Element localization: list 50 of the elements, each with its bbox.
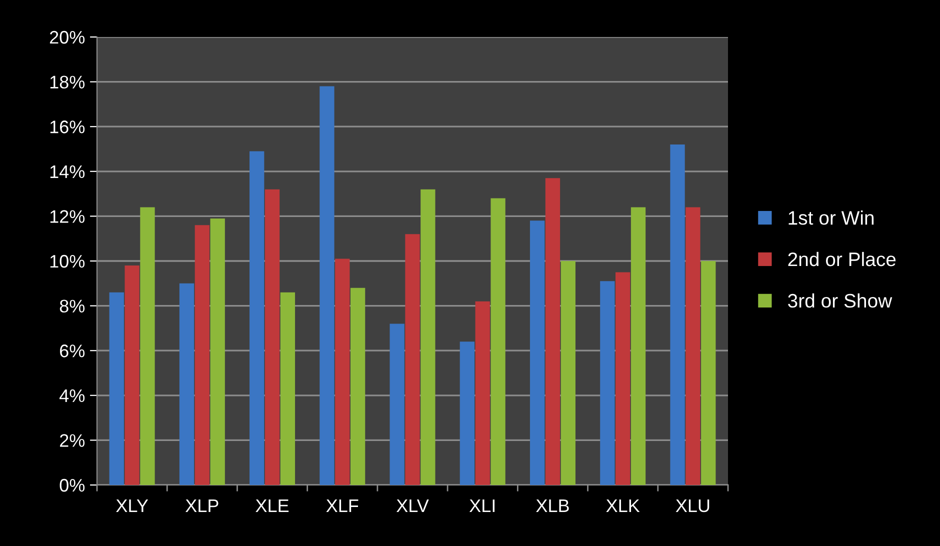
bar	[701, 261, 716, 485]
x-tick-label: XLE	[256, 500, 289, 512]
bar	[630, 207, 646, 485]
bar	[475, 301, 490, 485]
y-tick-label: 4%	[60, 389, 85, 402]
y-tick-label: 8%	[60, 300, 85, 313]
bar	[460, 342, 475, 485]
y-tick-label: 2%	[60, 434, 85, 447]
bar	[490, 198, 506, 485]
x-tick-label: XLV	[396, 500, 429, 512]
bar	[335, 258, 350, 485]
x-tick-label: XLY	[116, 500, 148, 512]
x-tick-label: XLF	[326, 500, 358, 512]
y-tick-label: 6%	[60, 344, 85, 358]
legend-label: 3rd or Show	[788, 293, 892, 308]
bar	[545, 178, 560, 485]
bar	[350, 288, 366, 485]
legend-label: 2nd or Place	[788, 252, 896, 266]
x-tick-label: XLB	[536, 500, 569, 512]
x-tick-label: XLK	[606, 500, 640, 512]
bar	[264, 189, 280, 485]
y-tick-label: 10%	[50, 254, 85, 268]
y-tick-label: 14%	[50, 165, 85, 178]
y-tick-label: 12%	[50, 210, 85, 223]
bar	[194, 225, 210, 485]
bar	[405, 234, 420, 485]
x-tick-label: XLU	[676, 500, 710, 512]
bar	[390, 324, 404, 485]
bar	[600, 281, 615, 485]
bar	[280, 292, 296, 485]
x-tick-label: XLI	[469, 500, 494, 512]
bar	[420, 189, 436, 485]
bar	[179, 283, 194, 485]
y-tick-label: 0%	[60, 478, 85, 492]
bar	[124, 265, 140, 485]
bar	[670, 144, 685, 485]
y-tick-label: 18%	[50, 76, 85, 89]
bar	[530, 220, 545, 485]
bar	[210, 218, 225, 485]
y-tick-label: 20%	[50, 30, 85, 44]
bar	[560, 261, 576, 485]
bar	[250, 151, 264, 485]
x-tick-label: XLP	[186, 500, 218, 512]
bar	[109, 292, 124, 485]
bar	[140, 207, 155, 485]
bar	[686, 207, 700, 485]
y-tick-label: 16%	[50, 120, 85, 134]
bar	[616, 272, 630, 485]
legend-label: 1st or Win	[788, 210, 874, 225]
bar	[320, 86, 334, 485]
